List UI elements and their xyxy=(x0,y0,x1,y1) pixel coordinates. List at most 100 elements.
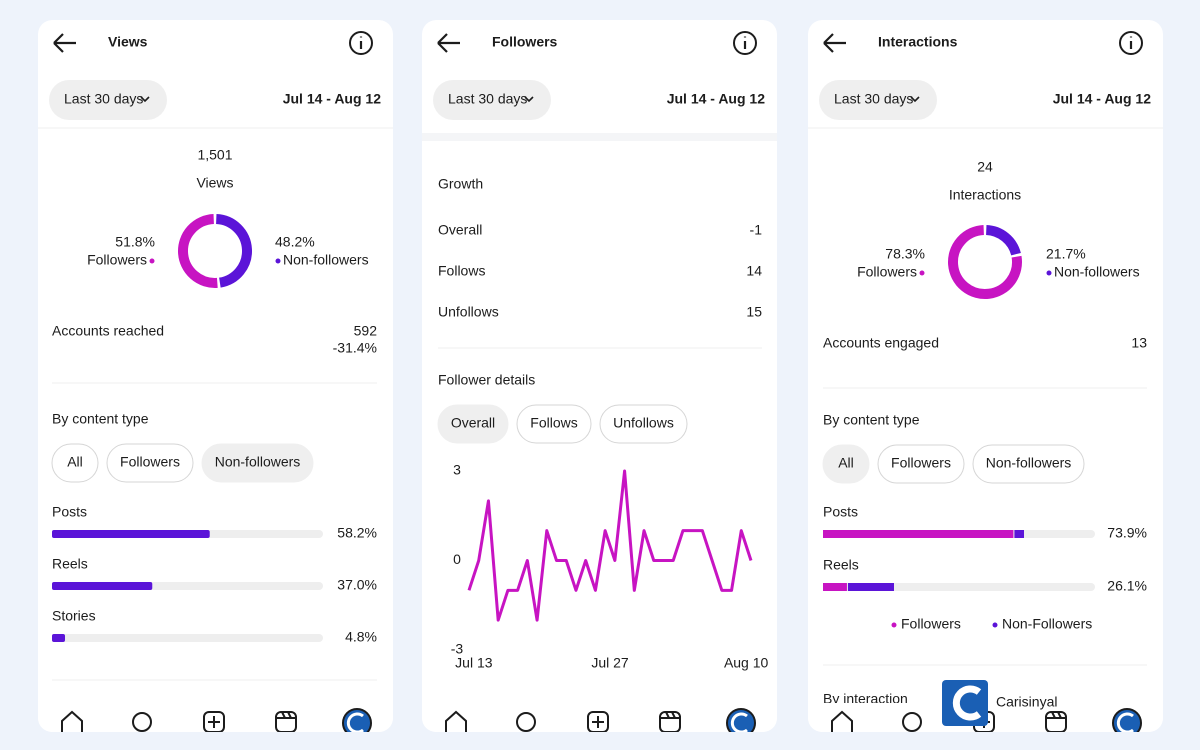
growth-value: 14 xyxy=(746,263,762,279)
bar xyxy=(52,582,153,590)
bar-value: 58.2% xyxy=(337,525,377,541)
panel-followers: Followers Last 30 days Jul 14 - Aug 12 Grow… xyxy=(422,20,777,734)
nav-reels[interactable] xyxy=(659,711,681,732)
nav-reels[interactable] xyxy=(1045,711,1067,732)
filter-pill[interactable] xyxy=(433,80,551,120)
stat-value: 13 xyxy=(1131,335,1147,351)
tab[interactable] xyxy=(972,444,1085,484)
info-button[interactable] xyxy=(1119,31,1143,55)
chevron xyxy=(910,96,920,103)
nav-search[interactable] xyxy=(902,712,922,732)
bar-segment xyxy=(1014,530,1025,538)
nav-create-plus xyxy=(208,716,220,728)
date-range: Jul 14 - Aug 12 xyxy=(283,91,382,107)
nav-home[interactable] xyxy=(831,710,853,734)
bar-name: Stories xyxy=(52,608,96,624)
nav-reels-glyph xyxy=(276,711,296,719)
panel-interactions: Interactions Last 30 days Jul 14 - Aug 12 2… xyxy=(808,20,1163,734)
filter-pill[interactable] xyxy=(49,80,167,120)
bottom-nav xyxy=(422,703,777,732)
stat-label: Accounts reached xyxy=(52,323,164,339)
x-tick-label: Jul 27 xyxy=(591,655,629,671)
donut-name: Non-followers xyxy=(1054,264,1140,280)
total-label: Interactions xyxy=(949,187,1021,203)
bar-segment xyxy=(823,583,847,591)
date-range: Jul 14 - Aug 12 xyxy=(1053,91,1152,107)
tab[interactable] xyxy=(516,404,592,444)
nav-reels[interactable] xyxy=(275,711,297,732)
tab-label: Unfollows xyxy=(613,415,674,431)
panel-views: Views Last 30 days Jul 14 - Aug 12 1,501 Vie… xyxy=(38,20,393,734)
line-series xyxy=(467,469,753,622)
donut-value: 51.8% xyxy=(115,234,155,250)
back-button[interactable] xyxy=(53,33,76,53)
section-title: By content type xyxy=(52,411,149,427)
tab[interactable] xyxy=(437,404,509,444)
chevron xyxy=(140,96,150,103)
tab[interactable] xyxy=(201,443,314,483)
tab-label: Follows xyxy=(530,415,577,431)
x-tick-label: Aug 10 xyxy=(724,655,769,671)
growth-label: Follows xyxy=(438,263,485,279)
tab[interactable] xyxy=(51,443,99,483)
info-button[interactable] xyxy=(349,31,373,55)
info-button[interactable] xyxy=(733,31,757,55)
legend-label: Non-Followers xyxy=(1002,616,1092,632)
tab-label: All xyxy=(838,455,854,471)
nav-search[interactable] xyxy=(516,712,536,732)
donut-segment xyxy=(215,214,252,288)
nav-create[interactable] xyxy=(203,711,225,732)
card xyxy=(422,20,777,732)
donut-segment xyxy=(178,214,218,288)
legend-dot xyxy=(275,258,281,264)
tab[interactable] xyxy=(599,404,688,444)
section-title: Growth xyxy=(438,176,483,192)
card xyxy=(38,20,393,732)
watermark: Carisinyal xyxy=(942,680,1057,726)
card xyxy=(808,20,1163,732)
bar-value: 73.9% xyxy=(1107,525,1147,541)
section-title: Follower details xyxy=(438,372,535,388)
section-title: By content type xyxy=(823,412,920,428)
nav-reels-glyph xyxy=(660,711,680,719)
y-tick-label: 3 xyxy=(453,462,461,478)
nav-home[interactable] xyxy=(445,710,467,734)
legend-dot xyxy=(1046,270,1052,276)
watermark-text: Carisinyal xyxy=(996,694,1057,710)
donut-name: Followers xyxy=(857,264,917,280)
bottom-nav xyxy=(38,703,393,732)
total-value: 24 xyxy=(977,159,993,175)
bar-track xyxy=(52,634,323,642)
nav-search[interactable] xyxy=(132,712,152,732)
nav-profile-glyph xyxy=(1116,712,1134,732)
donut-name: Non-followers xyxy=(283,252,369,268)
tab-label: Followers xyxy=(120,454,180,470)
y-tick-label: -3 xyxy=(451,641,464,657)
donut-segment xyxy=(948,225,1022,299)
back-button[interactable] xyxy=(437,33,460,53)
panel-title: Interactions xyxy=(878,34,958,50)
back-button[interactable] xyxy=(823,33,846,53)
bar-name: Posts xyxy=(52,504,87,520)
bar-segment xyxy=(823,530,1014,538)
stat-change: -31.4% xyxy=(333,340,377,356)
tab[interactable] xyxy=(106,443,194,483)
legend-label: Followers xyxy=(901,616,961,632)
tab[interactable] xyxy=(877,444,965,484)
filter-label: Last 30 days xyxy=(834,91,913,107)
bar-name: Reels xyxy=(823,557,859,573)
filter-label: Last 30 days xyxy=(64,91,143,107)
y-tick-label: 0 xyxy=(453,551,461,567)
bar xyxy=(52,530,210,538)
section-gap xyxy=(422,133,777,141)
legend-dot xyxy=(992,622,998,628)
tab[interactable] xyxy=(822,444,870,484)
nav-profile-glyph xyxy=(730,712,748,732)
bar-name: Reels xyxy=(52,556,88,572)
nav-home[interactable] xyxy=(61,710,83,734)
filter-pill[interactable] xyxy=(819,80,937,120)
nav-create-plus xyxy=(592,716,604,728)
nav-create[interactable] xyxy=(587,711,609,732)
